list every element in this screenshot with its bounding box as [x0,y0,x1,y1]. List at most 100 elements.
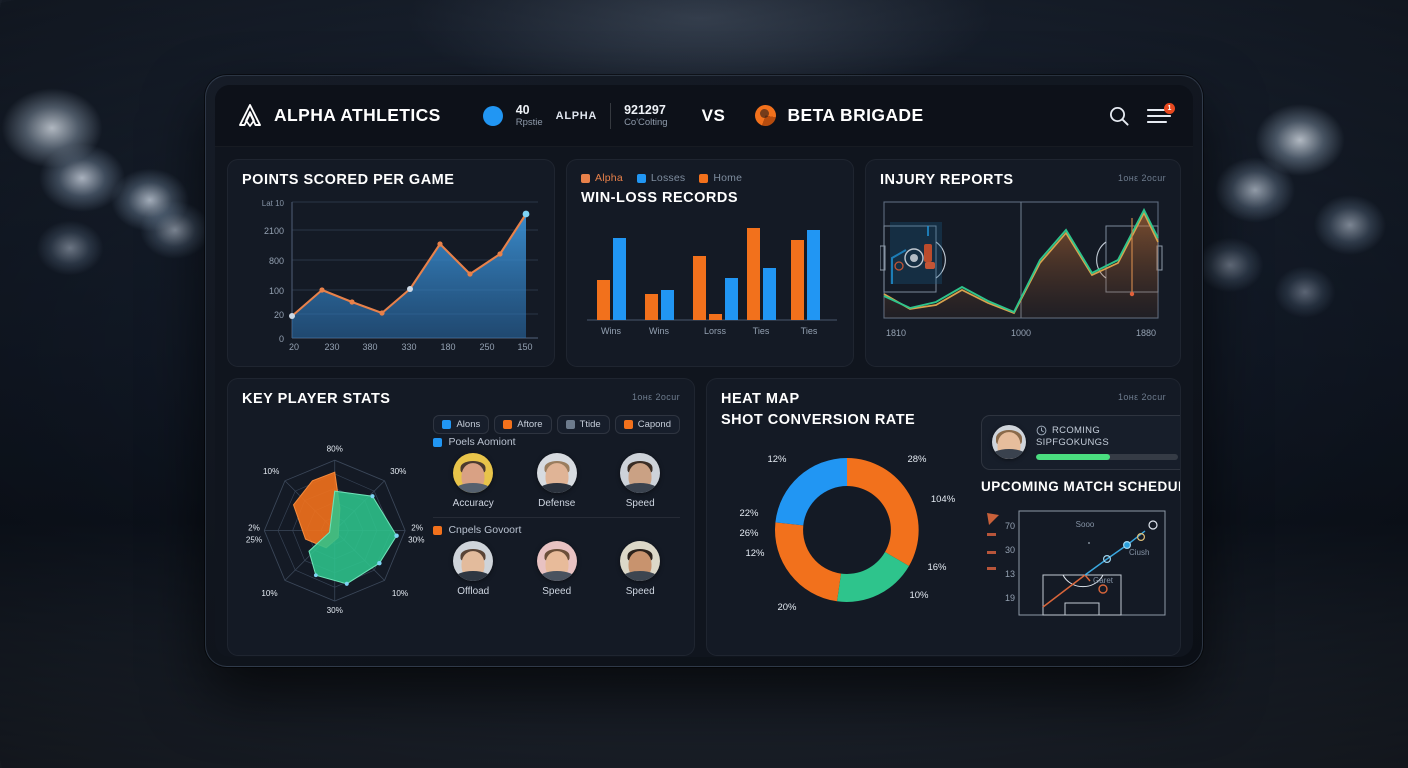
svg-text:250: 250 [479,342,494,352]
search-icon[interactable] [1108,105,1130,127]
chip-capond[interactable]: Capond [614,415,680,434]
svg-text:70: 70 [1005,521,1015,531]
chip-swatch-capond [623,420,633,429]
svg-text:80%: 80% [327,445,343,454]
svg-text:1000: 1000 [1011,328,1031,338]
shot-trajectory-pitch-diagram: 70 30 13 19 [987,510,1166,616]
points-card-title: POINTS SCORED PER GAME [242,172,455,188]
card-win-loss-records: Alpha Losses Home WIN-LOSS RECORDS [566,159,854,367]
legend-item-alpha: Alpha [581,172,623,184]
home-team-block[interactable]: ALPHA ATHLETICS [237,103,441,129]
svg-text:Ciush: Ciush [1129,548,1149,557]
svg-text:25%: 25% [246,536,262,545]
home-score-value: 40 [515,102,530,117]
player-grid-row-one: Accuracy Defense [433,453,680,509]
shot-conversion-donut-chart: 12% 28% 104% 22% 26% 12% 20% 16% 10% [739,454,956,613]
chip-ttide[interactable]: Ttide [556,415,610,434]
svg-text:26%: 26% [739,528,759,539]
player-label: Speed [625,586,655,597]
player-group-one-header: Poels Aomiont [433,436,680,448]
svg-text:230: 230 [324,342,339,352]
chip-aftore[interactable]: Aftore [494,415,552,434]
chip-label-aftore: Aftore [517,419,543,430]
players-card-title: KEY PLAYER STATS [242,391,391,407]
svg-text:330: 330 [401,342,416,352]
svg-text:20%: 20% [777,602,797,613]
svg-text:150: 150 [517,342,532,352]
player-card-defense[interactable]: Defense [517,453,597,509]
player-card-accuracy[interactable]: Accuracy [433,453,513,509]
heat-card-meta: 1oнε 2ocur [1117,392,1166,402]
score-team-tag: ALPHA [555,109,598,122]
svg-text:Sooo: Sooo [1076,520,1095,529]
secondary-stat-sublabel: Co'Colting [624,117,668,129]
svg-text:20: 20 [274,310,284,320]
home-score-value-block: 40 Rpstie [516,103,543,129]
hamburger-menu-icon[interactable]: 1 [1147,102,1175,125]
avatar [536,541,577,581]
svg-text:10%: 10% [261,589,277,598]
avatar [453,453,494,493]
score-divider [610,102,612,129]
svg-text:180: 180 [440,342,455,352]
dashboard-row-bottom: KEY PLAYER STATS 1oнε 2ocur [227,378,1181,656]
dashboard-grid: POINTS SCORED PER GAME Lat 10 2100 800 1… [215,147,1193,657]
chip-swatch-alons [442,420,452,429]
avatar [620,453,661,493]
svg-text:380: 380 [362,342,377,352]
svg-text:Ties: Ties [801,326,818,336]
status-progress-fill [1036,453,1110,460]
svg-text:20: 20 [289,342,299,352]
injury-card-title: INJURY REPORTS [880,172,1014,188]
upcoming-match-schedule-title: UPCOMING MATCH SCHEDULE [981,478,1181,494]
dashboard-screen: ALPHA ATHLETICS 40 Rpstie ALPHA 921297 C… [215,85,1193,657]
svg-text:Wins: Wins [649,326,669,336]
clock-icon [1036,425,1047,436]
status-line-one: RCOMING [1052,425,1101,436]
svg-text:30%: 30% [408,536,424,545]
versus-label: VS [701,105,726,125]
legend-item-home: Home [699,172,742,184]
notification-badge: 1 [1164,102,1175,114]
svg-text:800: 800 [269,256,284,266]
svg-text:1880: 1880 [1136,328,1156,338]
svg-text:30%: 30% [327,606,343,615]
svg-text:10%: 10% [263,467,279,476]
svg-text:Garet: Garet [1093,576,1114,585]
svg-text:2%: 2% [411,524,423,533]
away-team-block[interactable]: BETA BRIGADE [755,105,923,126]
svg-text:10%: 10% [392,589,408,598]
winloss-bar-chart: Wins Wins Lorss Ties Ties [587,228,837,336]
legend-label-alpha: Alpha [595,172,623,184]
home-score-dot [482,105,503,126]
player-label: Accuracy [452,498,494,509]
svg-text:10%: 10% [909,590,929,601]
player-card-speed-1[interactable]: Speed [600,453,680,509]
heat-card-title: HEAT MAP [721,391,800,407]
svg-text:30%: 30% [390,467,406,476]
legend-label-home: Home [713,172,743,184]
status-progress-bar [1036,453,1178,460]
chip-label-capond: Capond [637,419,671,430]
points-area-chart: Lat 10 2100 800 100 20 0 [262,199,538,352]
player-radar-chart: 80% 30% 2% 30% 10% 30% 10% 2% 25% 10% [246,445,425,615]
card-injury-reports: INJURY REPORTS 1oнε 2ocur [865,159,1181,367]
svg-text:104%: 104% [931,494,956,505]
player-card-offload[interactable]: Offload [433,541,513,597]
svg-text:12%: 12% [745,548,765,559]
player-card-speed-3[interactable]: Speed [600,541,680,597]
secondary-stat-block: 921297 Co'Colting [624,103,668,129]
header-actions: 1 [1108,102,1175,127]
chip-label-alons: Alons [456,419,481,430]
score-strip: 40 Rpstie ALPHA 921297 Co'Colting [482,102,668,129]
home-team-name: ALPHA ATHLETICS [274,105,441,125]
svg-text:1810: 1810 [886,328,906,338]
chip-alons[interactable]: Alons [433,415,490,434]
group-one-swatch [433,437,443,447]
injury-card-meta: 1oнε 2ocur [1117,173,1166,183]
player-label: Offload [457,586,490,597]
svg-text:12%: 12% [767,454,787,465]
player-status-card[interactable]: RCOMING SIPFGOKUNGS [981,415,1180,470]
player-card-speed-2[interactable]: Speed [517,541,597,597]
home-score-sublabel: Rpstie [515,117,543,129]
